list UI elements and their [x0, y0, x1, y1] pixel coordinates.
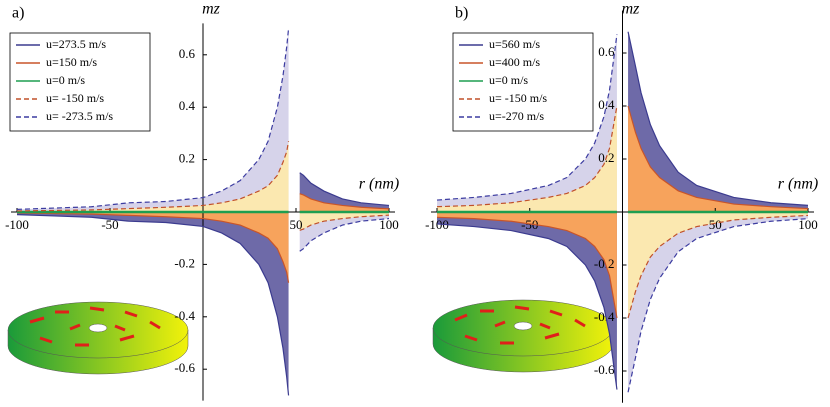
series-line [436, 105, 809, 319]
plot-area: -100 -50 50 100 -0.6 -0.4 -0.2 0.2 0.4 0.6 [5, 23, 399, 401]
legend-label: u=0 m/s [46, 73, 85, 87]
series-line [436, 34, 809, 393]
legend-label: u= -273.5 m/s [46, 109, 113, 123]
y-tick-label: 0.4 [179, 98, 196, 113]
x-axis-label: r (nm) [778, 176, 818, 193]
x-axis-label: r (nm) [359, 176, 399, 193]
legend-label: u=150 m/s [46, 55, 97, 69]
series-line [436, 31, 809, 390]
y-tick-label: 0.6 [179, 46, 196, 61]
legend-label: u=560 m/s [489, 37, 540, 51]
y-tick-label: -0.2 [594, 256, 615, 271]
series-line [16, 141, 390, 231]
x-tick-label: 100 [798, 217, 818, 232]
y-tick-label: 0.2 [179, 151, 195, 166]
legend-box [9, 32, 151, 132]
legend-label: u=273.5 m/s [46, 37, 106, 51]
y-tick-label: -0.6 [594, 362, 615, 377]
series-line [436, 105, 809, 319]
legend-label: u=-270 m/s [489, 109, 544, 123]
x-tick-label: -50 [101, 217, 118, 232]
legend-label: u= -150 m/s [489, 91, 547, 105]
series-line [16, 28, 390, 252]
y-tick-label: 0.6 [598, 44, 615, 59]
y-axis-label: mz [202, 1, 221, 18]
legend-label: u=0 m/s [489, 73, 528, 87]
series-line [16, 172, 390, 396]
y-tick-label: -0.6 [174, 360, 195, 375]
legend-label: u= -150 m/s [46, 91, 104, 105]
y-tick-label: -0.4 [174, 308, 195, 323]
plot-area: -100 -50 50 100-0.6-0.4-0.20.20.40.6 [425, 10, 818, 403]
disk-illustration-a [7, 301, 189, 375]
y-tick-label: -0.4 [594, 309, 615, 324]
panel-label: a) [12, 5, 24, 22]
x-tick-label: 50 [709, 217, 722, 232]
x-tick-label: 100 [379, 217, 399, 232]
x-tick-label: 50 [290, 217, 303, 232]
y-tick-label: -0.2 [174, 255, 195, 270]
series-line [16, 193, 390, 283]
legend-label: u=400 m/s [489, 55, 540, 69]
disk-illustration-b [432, 299, 614, 373]
x-tick-label: -100 [5, 217, 29, 232]
y-axis-label: mz [622, 1, 641, 18]
panel-label: b) [455, 5, 468, 22]
legend-box [452, 32, 594, 132]
